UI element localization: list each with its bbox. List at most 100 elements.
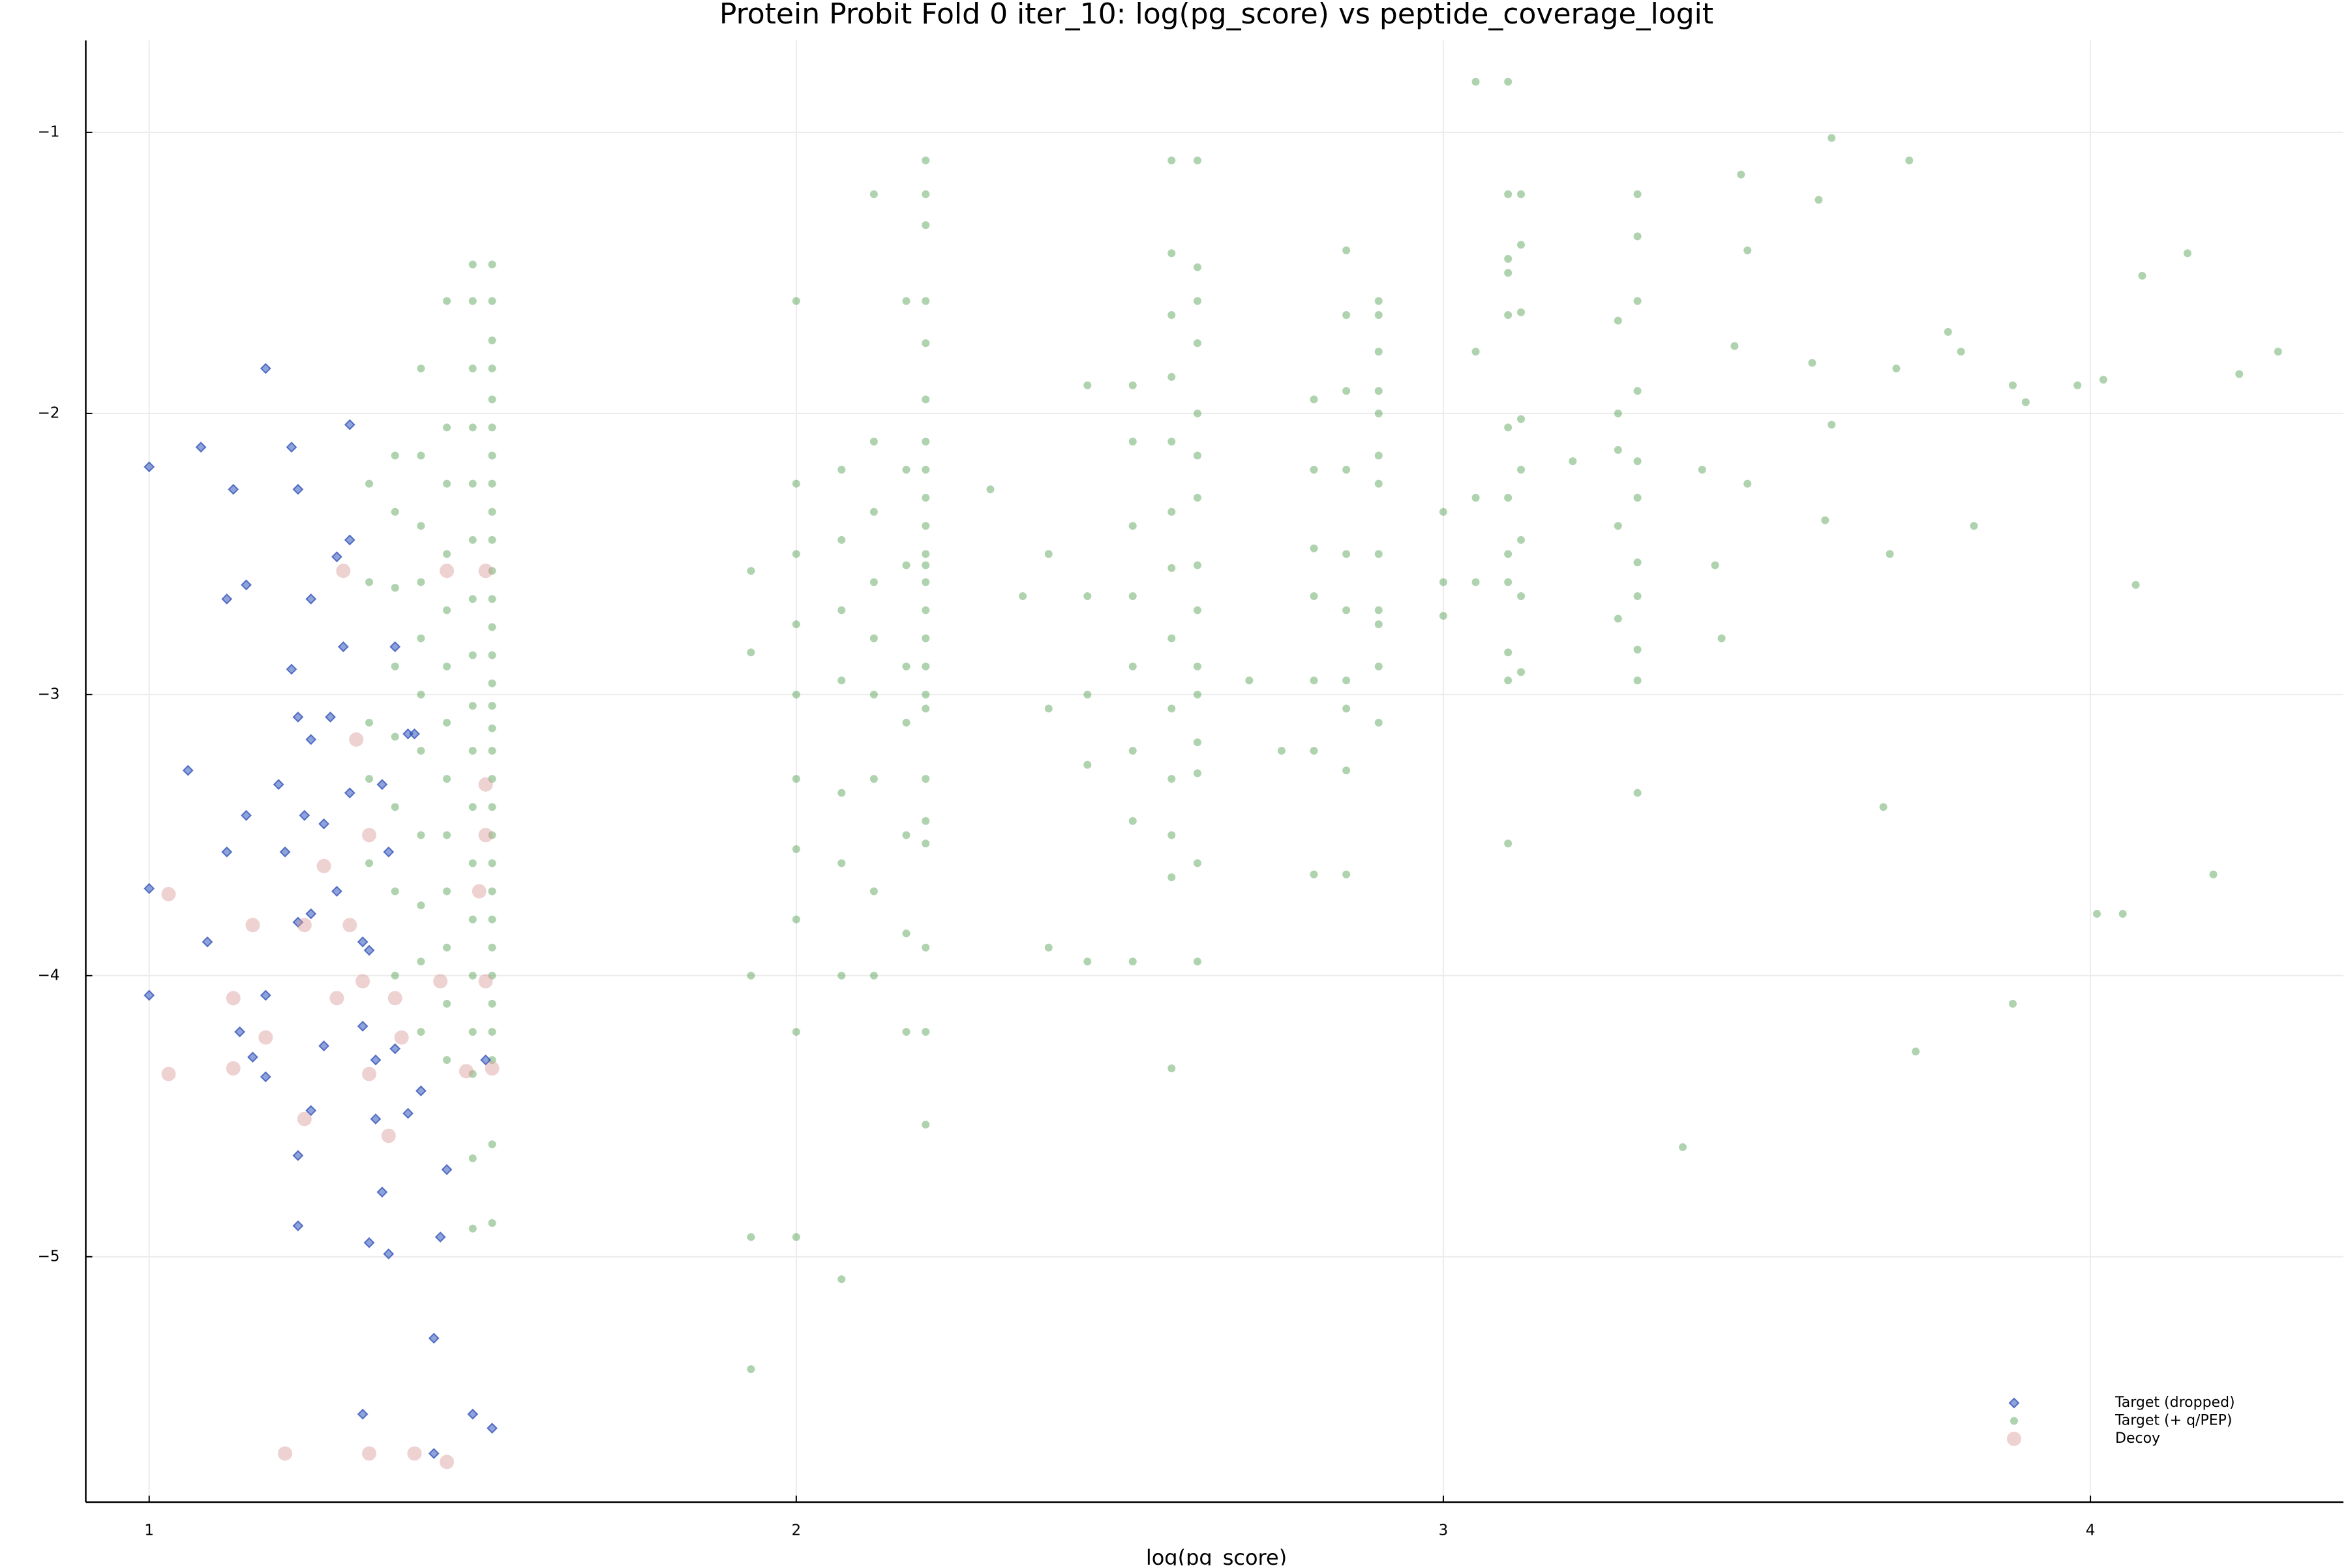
data-point: [488, 775, 496, 783]
data-point: [922, 221, 930, 230]
data-point: [1439, 612, 1447, 620]
data-point: [468, 971, 477, 980]
data-point: [383, 1248, 395, 1259]
data-point: [922, 437, 930, 445]
x-tick-label: 4: [2086, 1522, 2096, 1539]
data-point: [440, 564, 455, 579]
data-point: [922, 817, 930, 825]
data-point: [488, 943, 496, 952]
data-point: [472, 884, 487, 899]
data-point: [792, 845, 800, 853]
data-point: [391, 887, 399, 896]
data-point: [1310, 870, 1318, 879]
data-point: [747, 971, 755, 980]
data-point: [1905, 157, 1914, 165]
data-point: [443, 662, 451, 671]
data-point: [443, 479, 451, 488]
data-point: [391, 584, 399, 592]
data-point: [1167, 634, 1176, 642]
data-point: [391, 662, 399, 671]
data-point: [417, 690, 425, 699]
data-point: [415, 1085, 427, 1096]
data-point: [1342, 704, 1351, 713]
data-point: [1504, 648, 1513, 657]
data-point: [161, 886, 176, 901]
data-point: [1083, 690, 1092, 699]
data-point: [1128, 957, 1137, 966]
data-point: [1569, 457, 1577, 466]
data-point: [428, 1448, 440, 1459]
data-point: [1970, 522, 1978, 530]
data-point: [1167, 704, 1176, 713]
data-point: [417, 578, 425, 586]
legend-label: Target (+ q/PEP): [2115, 1413, 2232, 1429]
data-point: [2183, 249, 2191, 258]
data-point: [278, 1446, 293, 1461]
data-point: [344, 419, 355, 430]
data-point: [1374, 620, 1383, 629]
data-point: [488, 595, 496, 603]
data-point: [1711, 561, 1719, 569]
data-point: [488, 423, 496, 432]
data-point: [318, 818, 330, 830]
data-point: [922, 775, 930, 783]
data-point: [1504, 578, 1513, 586]
data-point: [402, 1108, 414, 1119]
data-point: [869, 887, 878, 896]
data-point: [434, 1231, 446, 1243]
data-point: [286, 663, 297, 675]
data-point: [391, 507, 399, 516]
data-point: [1886, 550, 1894, 558]
data-point: [1374, 409, 1383, 417]
data-point: [488, 999, 496, 1008]
data-point: [1310, 395, 1318, 404]
data-point: [1679, 1143, 1687, 1151]
y-tick-label: −4: [38, 967, 60, 984]
data-point: [370, 1054, 382, 1066]
data-point: [468, 535, 477, 544]
data-point: [292, 916, 304, 928]
data-point: [325, 711, 336, 723]
data-point: [488, 831, 496, 839]
data-point: [1471, 78, 1480, 86]
data-point: [869, 690, 878, 699]
data-point: [1828, 134, 1836, 142]
data-point: [792, 1233, 800, 1241]
data-point: [161, 1066, 176, 1081]
data-point: [1342, 676, 1351, 685]
data-point: [1083, 592, 1092, 601]
data-point: [305, 1105, 317, 1117]
data-point: [1342, 550, 1351, 558]
data-point: [2235, 370, 2244, 378]
data-point: [986, 485, 995, 494]
data-point: [417, 831, 425, 839]
data-point: [286, 442, 297, 453]
data-point: [331, 551, 342, 563]
data-point: [488, 623, 496, 631]
data-point: [922, 494, 930, 502]
data-point: [1167, 507, 1176, 516]
data-point: [488, 1056, 496, 1064]
data-point: [1193, 297, 1201, 305]
data-point: [443, 775, 451, 783]
data-point: [837, 1275, 846, 1284]
data-point: [1633, 232, 1642, 241]
data-point: [329, 991, 344, 1006]
data-point: [1374, 348, 1383, 356]
data-point: [1614, 316, 1622, 325]
data-point: [480, 1054, 492, 1066]
data-point: [407, 1446, 422, 1461]
data-point: [1633, 494, 1642, 502]
data-point: [922, 634, 930, 642]
data-point: [488, 260, 496, 269]
data-point: [344, 787, 355, 799]
data-point: [1517, 190, 1526, 198]
data-point: [869, 578, 878, 586]
chart-title: Protein Probit Fold 0 iter_10: log(pg_sc…: [719, 0, 1713, 31]
data-point: [357, 936, 369, 948]
data-point: [792, 550, 800, 558]
data-point: [1277, 747, 1286, 755]
data-point: [221, 593, 233, 605]
legend-label: Decoy: [2115, 1430, 2160, 1447]
data-point: [362, 1446, 377, 1461]
